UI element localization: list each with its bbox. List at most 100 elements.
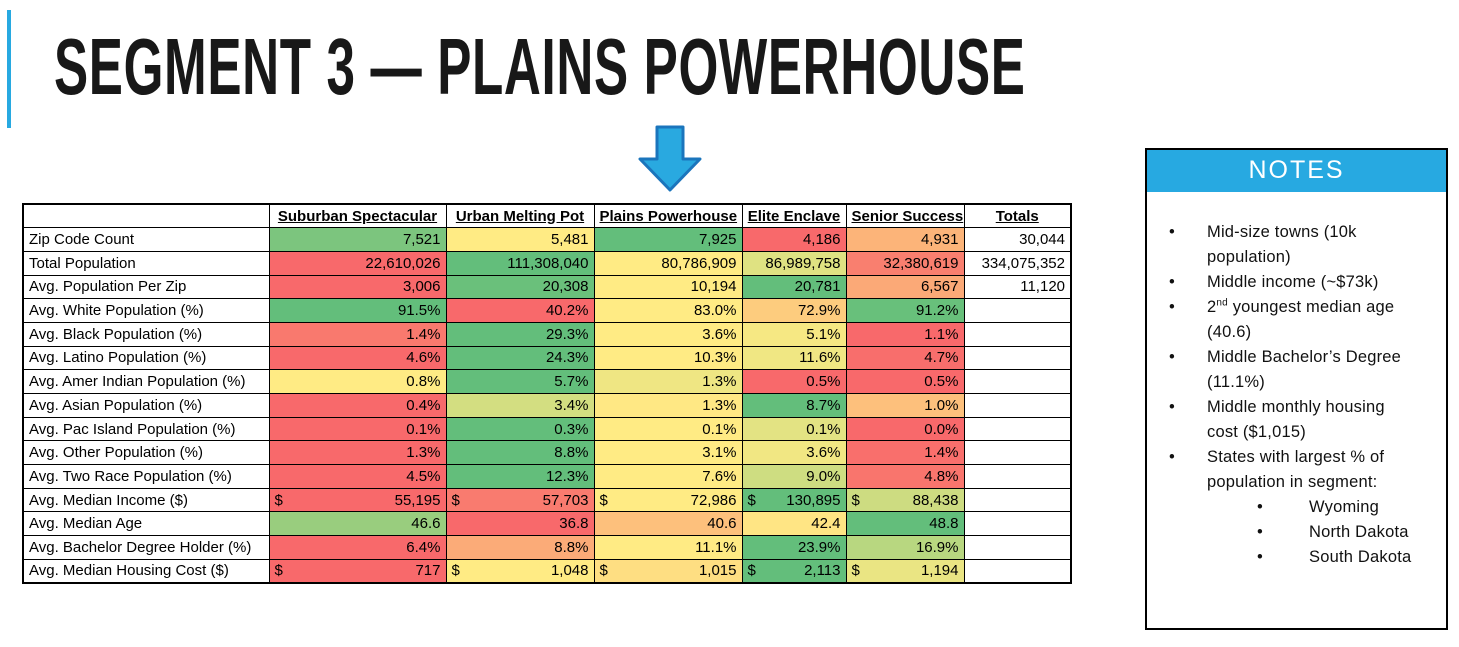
cell-totals <box>963 369 1072 394</box>
currency-symbol: $ <box>747 491 756 509</box>
note-text-superscript: nd <box>1216 297 1228 309</box>
cell-senior-success: 6,567 <box>845 274 965 300</box>
row-label: Avg. Asian Population (%) <box>22 393 270 418</box>
cell-plains-powerhouse: $1,015 <box>593 558 743 584</box>
cell-suburban-spectacular: 3,006 <box>268 274 447 300</box>
cell-totals <box>963 298 1072 323</box>
note-item: • States with largest % of population in… <box>1169 445 1436 495</box>
cell-suburban-spectacular: 0.1% <box>268 416 447 442</box>
row-label: Avg. Pac Island Population (%) <box>22 416 270 442</box>
cell-plains-powerhouse: 80,786,909 <box>593 250 743 276</box>
cell-totals <box>963 393 1072 418</box>
table-row: Avg. Pac Island Population (%) 0.1% 0.3% 0.… <box>22 416 1072 442</box>
cell-urban-melting-pot: 40.2% <box>445 298 595 323</box>
bullet-icon: • <box>1169 448 1175 466</box>
cell-elite-enclave: 11.6% <box>741 345 847 371</box>
page-title: SEGMENT 3 — PLAINS POWERHOUSE <box>54 22 1459 112</box>
cell-senior-success: 48.8 <box>845 511 965 537</box>
cell-plains-powerhouse: 83.0% <box>593 298 743 323</box>
bullet-icon: • <box>1169 298 1175 316</box>
cell-totals <box>963 511 1072 537</box>
cell-suburban-spectacular: 46.6 <box>268 511 447 537</box>
cell-urban-melting-pot: 29.3% <box>445 321 595 347</box>
cell-elite-enclave: 3.6% <box>741 440 847 466</box>
table-row: Avg. Median Housing Cost ($) $717 $1,048 $1… <box>22 558 1072 584</box>
cell-suburban-spectacular: 4.6% <box>268 345 447 371</box>
cell-totals <box>963 558 1072 584</box>
col-header-blank <box>22 203 270 229</box>
row-label: Avg. Population Per Zip <box>22 274 270 300</box>
cell-elite-enclave: 0.5% <box>741 369 847 394</box>
cell-elite-enclave: 42.4 <box>741 511 847 537</box>
currency-symbol: $ <box>851 562 860 580</box>
note-item: • Middle monthly housing cost ($1,015) <box>1169 395 1436 445</box>
down-arrow-icon <box>638 125 702 192</box>
cell-urban-melting-pot: 0.3% <box>445 416 595 442</box>
currency-symbol: $ <box>851 491 860 509</box>
col-header-plains-powerhouse: Plains Powerhouse <box>593 203 743 229</box>
note-text: South Dakota <box>1309 548 1412 566</box>
segment-table: Suburban Spectacular Urban Melting Pot P… <box>22 203 1072 584</box>
cell-urban-melting-pot: $1,048 <box>445 558 595 584</box>
row-label: Avg. Other Population (%) <box>22 440 270 466</box>
cell-totals <box>963 487 1072 513</box>
cell-urban-melting-pot: 5.7% <box>445 369 595 394</box>
cell-elite-enclave: $2,113 <box>741 558 847 584</box>
row-label: Avg. Latino Population (%) <box>22 345 270 371</box>
table-row: Avg. White Population (%) 91.5% 40.2% 83.0%… <box>22 298 1072 323</box>
cell-senior-success: 4.8% <box>845 464 965 489</box>
table-row: Avg. Other Population (%) 1.3% 8.8% 3.1% 3.6… <box>22 440 1072 466</box>
note-text: States with largest % of population in s… <box>1207 448 1385 491</box>
note-item: • Middle Bachelor’s Degree (11.1%) <box>1169 345 1436 395</box>
note-subitem: • North Dakota <box>1169 520 1436 545</box>
cell-suburban-spectacular: 0.8% <box>268 369 447 394</box>
cell-elite-enclave: 5.1% <box>741 321 847 347</box>
col-header-elite-enclave: Elite Enclave <box>741 203 847 229</box>
cell-plains-powerhouse: 10,194 <box>593 274 743 300</box>
table-row: Avg. Black Population (%) 1.4% 29.3% 3.6% 5.… <box>22 321 1072 347</box>
cell-suburban-spectacular: 4.5% <box>268 464 447 489</box>
notes-title: NOTES <box>1147 150 1446 192</box>
cell-senior-success: 1.0% <box>845 393 965 418</box>
cell-urban-melting-pot: 8.8% <box>445 440 595 466</box>
cell-elite-enclave: 0.1% <box>741 416 847 442</box>
title-accent-bar <box>7 10 11 128</box>
currency-symbol: $ <box>599 491 608 509</box>
bullet-icon: • <box>1169 223 1175 241</box>
cell-urban-melting-pot: 24.3% <box>445 345 595 371</box>
cell-urban-melting-pot: 20,308 <box>445 274 595 300</box>
table-row: Avg. Latino Population (%) 4.6% 24.3% 10.3%… <box>22 345 1072 371</box>
cell-suburban-spectacular: 1.4% <box>268 321 447 347</box>
row-label: Total Population <box>22 250 270 276</box>
note-text: Mid-size towns (10k population) <box>1207 223 1357 266</box>
cell-elite-enclave: $130,895 <box>741 487 847 513</box>
cell-suburban-spectacular: 91.5% <box>268 298 447 323</box>
currency-symbol: $ <box>274 491 283 509</box>
note-text-part: youngest median age (40.6) <box>1207 298 1395 341</box>
cell-urban-melting-pot: 12.3% <box>445 464 595 489</box>
notes-body: • Mid-size towns (10k population) • Midd… <box>1147 192 1446 570</box>
cell-plains-powerhouse: 40.6 <box>593 511 743 537</box>
note-text: Middle income (~$73k) <box>1207 273 1379 291</box>
table-row: Avg. Amer Indian Population (%) 0.8% 5.7% 1… <box>22 369 1072 394</box>
bullet-icon: • <box>1169 348 1175 366</box>
notes-panel: NOTES • Mid-size towns (10k population) … <box>1145 148 1448 630</box>
cell-plains-powerhouse: 3.6% <box>593 321 743 347</box>
cell-senior-success: 0.5% <box>845 369 965 394</box>
cell-plains-powerhouse: $72,986 <box>593 487 743 513</box>
currency-symbol: $ <box>747 562 756 580</box>
note-text: Middle monthly housing cost ($1,015) <box>1207 398 1385 441</box>
row-label: Avg. Median Age <box>22 511 270 537</box>
cell-urban-melting-pot: 111,308,040 <box>445 250 595 276</box>
bullet-icon: • <box>1169 398 1175 416</box>
cell-elite-enclave: 4,186 <box>741 227 847 252</box>
table-header-row: Suburban Spectacular Urban Melting Pot P… <box>22 203 1072 229</box>
note-subitem: • South Dakota <box>1169 545 1436 570</box>
row-label: Zip Code Count <box>22 227 270 252</box>
bullet-icon: • <box>1257 548 1263 566</box>
row-label: Avg. Median Income ($) <box>22 487 270 513</box>
currency-symbol: $ <box>274 562 283 580</box>
table-row: Total Population 22,610,026 111,308,040 80,… <box>22 250 1072 276</box>
cell-elite-enclave: 23.9% <box>741 535 847 560</box>
